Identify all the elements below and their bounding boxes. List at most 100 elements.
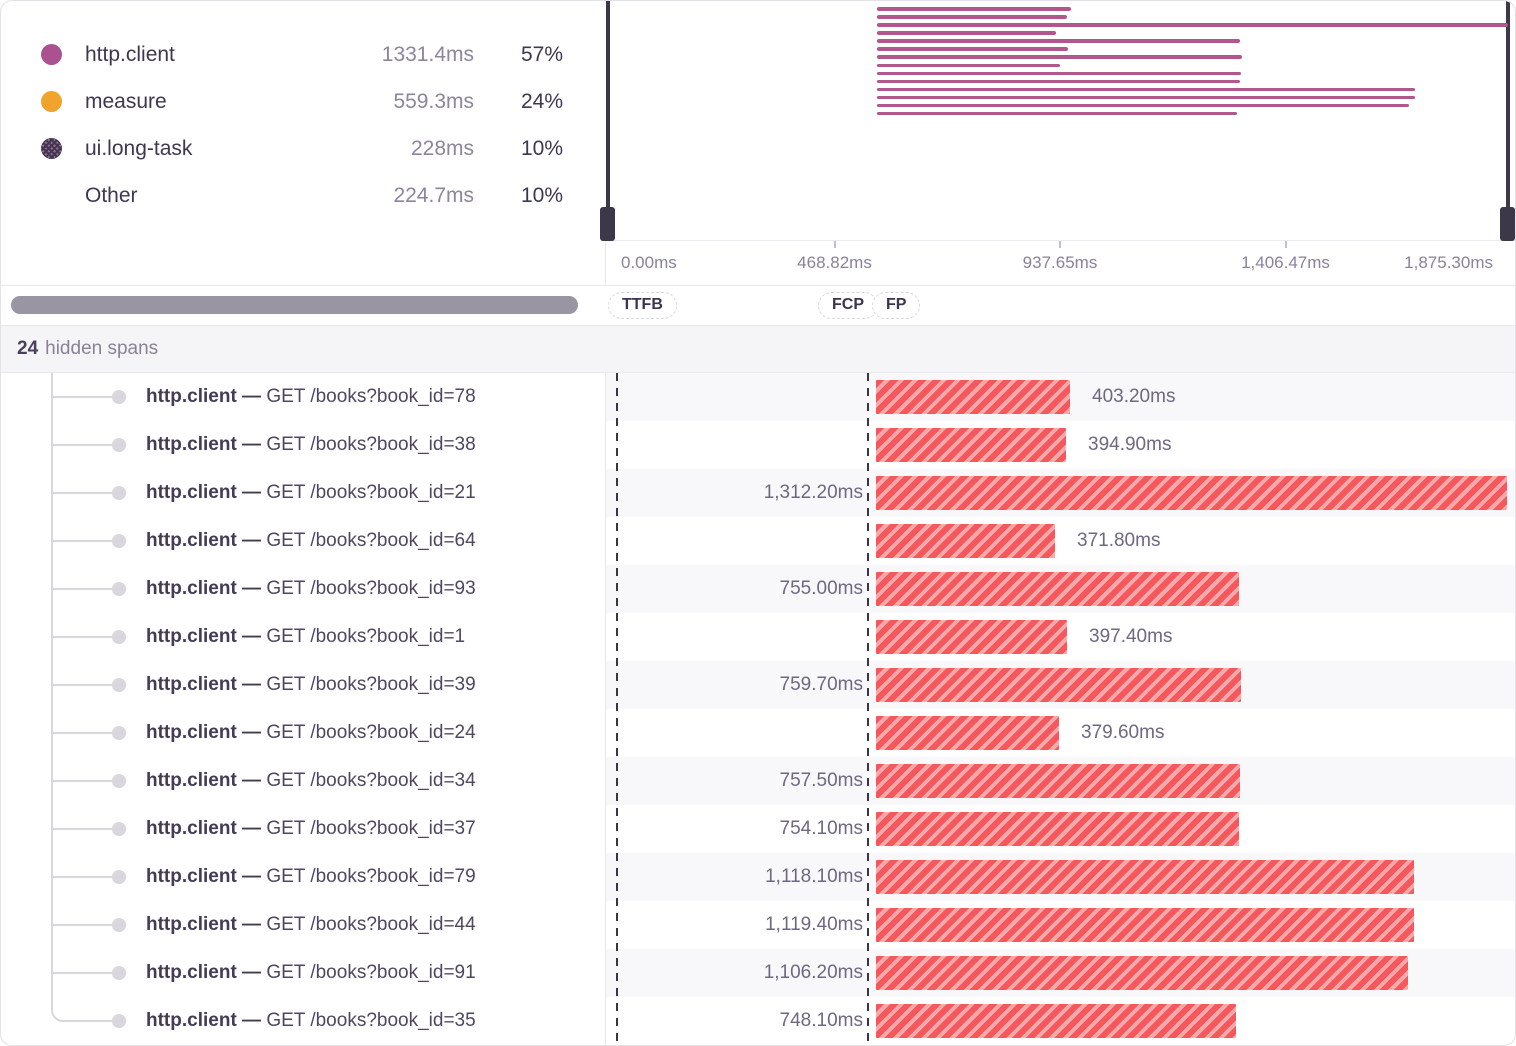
span-title: http.client — GET /books?book_id=37 [146,805,476,853]
span-duration-bar[interactable] [876,860,1414,894]
legend-item[interactable]: http.client 1331.4ms 57% [1,31,605,78]
tree-connector-dot [112,918,126,932]
span-row-waterfall: 748.10ms [606,997,1515,1045]
span-row[interactable]: http.client — GET /books?book_id=44 1,119… [1,901,1515,949]
minimap-span-bar [877,55,1242,59]
minimap-span-bar [877,79,1240,84]
span-duration-bar[interactable] [876,812,1239,846]
span-description: GET /books?book_id=37 [266,818,476,839]
web-vital-pill-ttfb[interactable]: TTFB [608,292,677,319]
span-duration-bar[interactable] [876,380,1070,414]
span-description: GET /books?book_id=79 [266,866,476,887]
span-row-waterfall: 1,106.20ms [606,949,1515,997]
span-duration-bar[interactable] [876,956,1408,990]
minimap-right-handle-line[interactable] [1506,1,1510,208]
span-separator: — [236,578,267,599]
span-separator: — [236,434,267,455]
hidden-spans-row[interactable]: 24 hidden spans [1,326,1515,373]
span-separator: — [236,866,267,887]
span-duration-bar[interactable] [876,524,1055,558]
span-op: http.client [146,434,237,455]
tree-connector-dot [112,822,126,836]
span-duration-bar[interactable] [876,716,1059,750]
tree-connector-dot [112,966,126,980]
tree-connector-line [51,517,53,565]
time-axis: 0.00ms 468.82ms 937.65ms 1,406.47ms 1,875.30… [605,241,1515,286]
trace-minimap[interactable] [600,1,1515,241]
tree-connector-dot [112,1014,126,1028]
legend-item[interactable]: ui.long-task 228ms 10% [1,125,605,172]
span-ops-breakdown: http.client 1331.4ms 57% measure 559.3ms 24% u… [1,1,605,285]
span-duration-label: 759.70ms [779,674,863,695]
vitals-row: TTFB FCP FP [1,286,1515,326]
span-row[interactable]: http.client — GET /books?book_id=38 394.9… [1,421,1515,469]
span-row-waterfall: 754.10ms [606,805,1515,853]
legend-item[interactable]: measure 559.3ms 24% [1,78,605,125]
minimap-left-handle-line[interactable] [606,1,610,208]
tree-connector-dot [112,870,126,884]
axis-tick [1284,241,1287,248]
span-title: http.client — GET /books?book_id=93 [146,565,476,613]
span-tree: http.client — GET /books?book_id=78 403.2… [1,373,1515,1045]
span-row[interactable]: http.client — GET /books?book_id=79 1,118… [1,853,1515,901]
tree-connector-branch [53,876,112,878]
span-duration-bar[interactable] [876,908,1414,942]
span-duration-label: 755.00ms [779,578,863,599]
horizontal-scrollbar-thumb[interactable] [11,296,578,314]
axis-tick [1059,241,1061,248]
legend-item[interactable]: Other 224.7ms 10% [1,172,605,219]
span-row[interactable]: http.client — GET /books?book_id=34 757.5… [1,757,1515,805]
span-row[interactable]: http.client — GET /books?book_id=1 397.40… [1,613,1515,661]
span-row[interactable]: http.client — GET /books?book_id=35 748.1… [1,997,1515,1045]
span-duration-bar[interactable] [876,476,1507,510]
span-row[interactable]: http.client — GET /books?book_id=21 1,312… [1,469,1515,517]
web-vital-pill-fp[interactable]: FP [872,292,921,319]
span-row[interactable]: http.client — GET /books?book_id=39 759.7… [1,661,1515,709]
span-duration-bar[interactable] [876,620,1067,654]
minimap-right-handle-grip[interactable] [1500,207,1515,241]
span-title: http.client — GET /books?book_id=24 [146,709,476,757]
marker-line-span-start [867,373,869,1045]
span-row[interactable]: http.client — GET /books?book_id=64 371.8… [1,517,1515,565]
tree-connector-branch [53,828,112,830]
span-row[interactable]: http.client — GET /books?book_id=37 754.1… [1,805,1515,853]
minimap-span-bar [877,111,1237,116]
span-row[interactable]: http.client — GET /books?book_id=93 755.0… [1,565,1515,613]
tree-connector-dot [112,630,126,644]
span-title: http.client — GET /books?book_id=64 [146,517,476,565]
span-duration-bar[interactable] [876,764,1240,798]
tree-connector-line [51,949,53,997]
span-separator: — [236,530,267,551]
hidden-spans-label: hidden spans [45,338,159,359]
span-title: http.client — GET /books?book_id=91 [146,949,476,997]
tree-connector-line [51,853,53,901]
span-row-waterfall: 403.20ms [606,373,1515,421]
web-vital-pill-fcp[interactable]: FCP [818,292,878,319]
span-duration-bar[interactable] [876,1004,1236,1038]
tree-connector-branch [53,492,112,494]
span-op: http.client [146,530,237,551]
span-description: GET /books?book_id=64 [266,530,476,551]
span-row[interactable]: http.client — GET /books?book_id=24 379.6… [1,709,1515,757]
span-description: GET /books?book_id=78 [266,386,476,407]
span-title: http.client — GET /books?book_id=79 [146,853,476,901]
span-duration-label: 1,118.10ms [765,866,863,887]
tree-connector-branch [53,540,112,542]
span-description: GET /books?book_id=21 [266,482,476,503]
span-duration-bar[interactable] [876,428,1066,462]
legend-duration: 559.3ms [393,89,474,113]
span-row[interactable]: http.client — GET /books?book_id=78 403.2… [1,373,1515,421]
span-title: http.client — GET /books?book_id=39 [146,661,476,709]
minimap-span-bar [877,15,1067,19]
span-duration-bar[interactable] [876,668,1241,702]
legend-op-label: ui.long-task [85,136,193,160]
legend-percentage: 10% [520,183,563,207]
tree-connector-dot [112,726,126,740]
tree-connector-elbow [51,997,113,1022]
tree-connector-line [51,901,53,949]
minimap-left-handle-grip[interactable] [600,207,615,241]
tree-connector-branch [53,588,112,590]
span-row[interactable]: http.client — GET /books?book_id=91 1,106… [1,949,1515,997]
span-duration-bar[interactable] [876,572,1239,606]
span-description: GET /books?book_id=91 [266,962,476,983]
